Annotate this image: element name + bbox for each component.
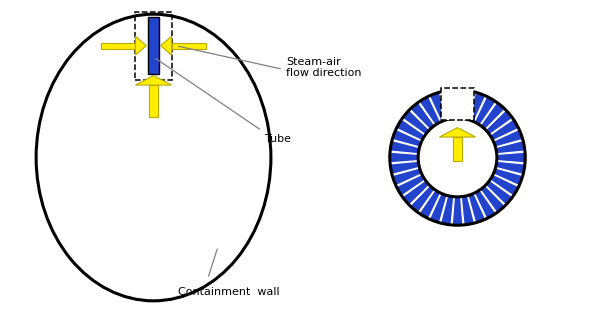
Polygon shape <box>441 196 454 225</box>
Polygon shape <box>490 175 519 196</box>
Polygon shape <box>490 119 519 140</box>
Polygon shape <box>390 161 420 175</box>
Bar <box>149 85 158 117</box>
Polygon shape <box>410 186 435 213</box>
Polygon shape <box>390 140 420 154</box>
Polygon shape <box>468 92 486 122</box>
Polygon shape <box>497 152 525 163</box>
Polygon shape <box>390 152 418 163</box>
Ellipse shape <box>418 118 497 197</box>
Polygon shape <box>439 128 476 137</box>
Polygon shape <box>468 193 486 223</box>
Polygon shape <box>393 129 421 147</box>
Bar <box>441 88 474 120</box>
Polygon shape <box>135 36 146 55</box>
Polygon shape <box>161 36 172 55</box>
Polygon shape <box>495 161 525 175</box>
Polygon shape <box>480 102 505 129</box>
Polygon shape <box>419 96 441 125</box>
Polygon shape <box>494 168 523 186</box>
Polygon shape <box>461 90 474 119</box>
Bar <box>453 137 462 161</box>
Polygon shape <box>410 102 435 129</box>
Polygon shape <box>452 197 463 225</box>
Bar <box>135 12 172 80</box>
Polygon shape <box>135 76 172 85</box>
Polygon shape <box>396 119 425 140</box>
Polygon shape <box>486 180 513 205</box>
Text: Containment  wall: Containment wall <box>178 287 279 297</box>
Polygon shape <box>396 175 425 196</box>
Polygon shape <box>486 110 513 135</box>
Polygon shape <box>402 110 429 135</box>
Text: Steam-air
flow direction: Steam-air flow direction <box>286 57 361 78</box>
Polygon shape <box>452 90 463 118</box>
Bar <box>148 17 159 74</box>
Polygon shape <box>393 168 421 186</box>
Polygon shape <box>402 180 429 205</box>
Polygon shape <box>461 196 474 225</box>
Bar <box>101 43 135 49</box>
Polygon shape <box>429 193 447 223</box>
Polygon shape <box>429 92 447 122</box>
Polygon shape <box>441 90 454 119</box>
Text: Tube: Tube <box>265 134 291 144</box>
Bar <box>172 43 206 49</box>
Polygon shape <box>495 140 525 154</box>
Polygon shape <box>480 186 505 213</box>
Polygon shape <box>474 190 496 219</box>
Polygon shape <box>419 190 441 219</box>
Polygon shape <box>474 96 496 125</box>
Polygon shape <box>494 129 523 147</box>
